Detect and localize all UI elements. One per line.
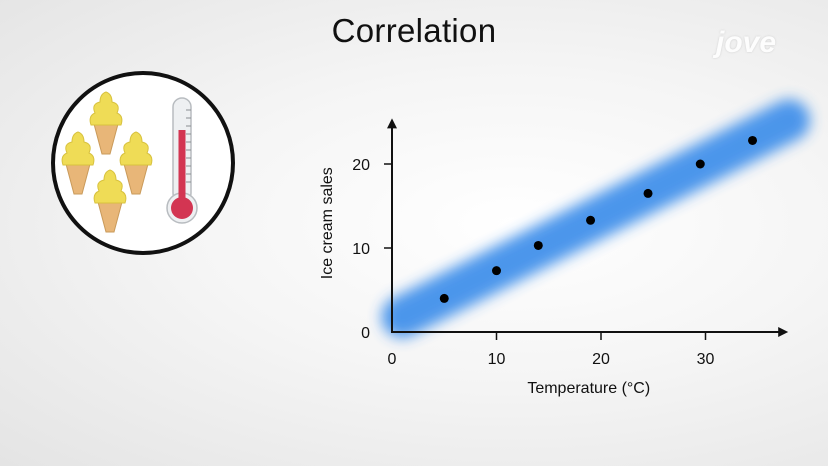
ice-cream-thermometer-illustration [51,71,235,255]
x-axis-ticks: 0 10 20 30 [388,332,715,368]
data-point [695,159,705,169]
ice-cream-cone-icon [89,91,123,155]
data-point [533,240,543,250]
y-tick-label: 10 [352,241,370,258]
chart-axes [387,118,789,337]
data-points [439,135,758,303]
jove-logo: jove [716,26,777,59]
y-axis-arrow [387,118,397,129]
data-point [439,293,449,303]
y-tick-label: 20 [352,157,370,174]
ice-cream-cone-icon [61,131,95,195]
page-title: Correlation [331,12,497,49]
x-tick-label: 0 [388,351,397,368]
thermometer-icon [166,97,198,224]
data-point [748,135,758,145]
y-axis-label: Ice cream sales [319,167,336,279]
trend-band [381,99,811,338]
ice-cream-cone-icon [119,131,153,195]
ice-cream-cone-icon [93,169,127,233]
data-point [586,215,596,225]
x-tick-label: 10 [488,351,506,368]
y-axis-ticks: 0 10 20 [352,157,392,342]
x-axis-arrow [778,327,789,337]
x-tick-label: 20 [592,351,610,368]
x-tick-label: 30 [697,351,715,368]
x-axis-label: Temperature (°C) [527,380,650,397]
y-tick-label: 0 [361,325,370,342]
data-point [643,188,653,198]
data-point [492,266,501,276]
